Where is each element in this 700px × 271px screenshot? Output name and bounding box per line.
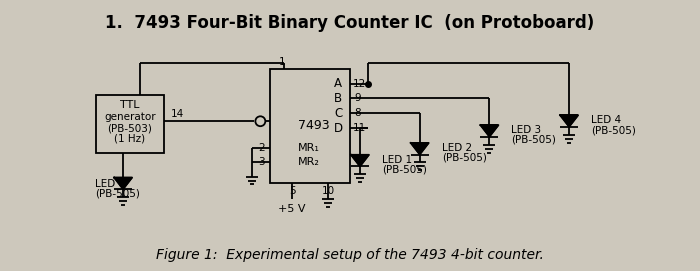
Text: MR₂: MR₂ — [298, 157, 320, 167]
Text: LED 1: LED 1 — [382, 155, 412, 165]
Text: LED 8: LED 8 — [95, 179, 125, 189]
Text: LED 4: LED 4 — [591, 115, 621, 125]
Text: Figure 1:  Experimental setup of the 7493 4-bit counter.: Figure 1: Experimental setup of the 7493… — [156, 248, 544, 262]
Polygon shape — [480, 125, 498, 137]
Text: 1: 1 — [279, 57, 286, 67]
Text: MR₁: MR₁ — [298, 143, 320, 153]
Bar — [270, 69, 350, 182]
Text: B: B — [334, 92, 342, 105]
Bar — [96, 95, 164, 153]
Text: (PB-503): (PB-503) — [107, 123, 153, 133]
Polygon shape — [411, 143, 428, 154]
Text: 1.  7493 Four-Bit Binary Counter IC  (on Protoboard): 1. 7493 Four-Bit Binary Counter IC (on P… — [106, 14, 594, 32]
Text: 3: 3 — [258, 157, 265, 167]
Text: (PB-505): (PB-505) — [95, 188, 140, 198]
Text: 11: 11 — [352, 123, 365, 133]
Text: A: A — [334, 77, 342, 90]
Text: +5 V: +5 V — [279, 204, 306, 214]
Polygon shape — [351, 155, 369, 166]
Text: 14: 14 — [171, 109, 184, 119]
Text: 9: 9 — [355, 93, 361, 103]
Text: D: D — [333, 122, 342, 135]
Text: C: C — [334, 107, 342, 120]
Text: 2: 2 — [258, 143, 265, 153]
Text: 7493: 7493 — [298, 119, 330, 132]
Text: generator: generator — [104, 112, 155, 122]
Polygon shape — [114, 178, 132, 189]
Text: 10: 10 — [321, 186, 335, 196]
Text: (PB-505): (PB-505) — [512, 135, 556, 145]
Text: (PB-505): (PB-505) — [442, 153, 486, 163]
Text: TTL: TTL — [120, 100, 139, 110]
Text: 12: 12 — [352, 79, 365, 89]
Text: (1 Hz): (1 Hz) — [114, 134, 146, 144]
Text: 8: 8 — [355, 108, 361, 118]
Text: (PB-505): (PB-505) — [591, 125, 636, 135]
Text: LED 2: LED 2 — [442, 143, 472, 153]
Text: 5: 5 — [289, 186, 295, 196]
Polygon shape — [560, 115, 578, 127]
Text: (PB-505): (PB-505) — [382, 165, 427, 175]
Text: LED 3: LED 3 — [512, 125, 542, 135]
